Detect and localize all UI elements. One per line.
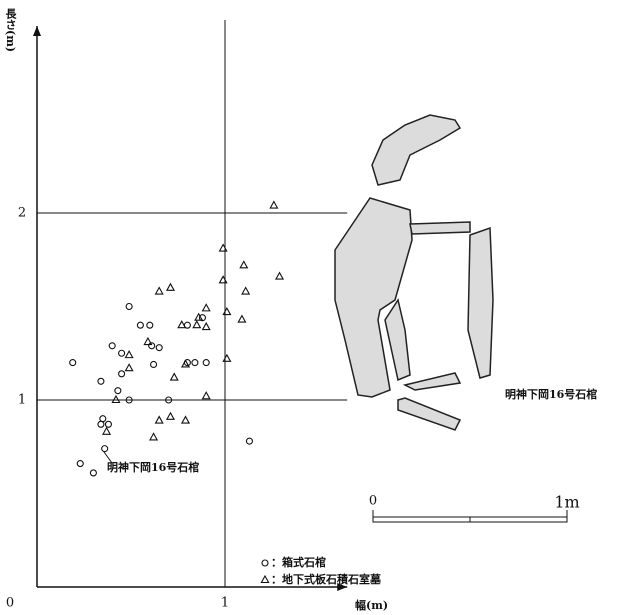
triangle-point <box>270 202 277 209</box>
circle-point <box>98 378 104 384</box>
triangle-point <box>238 316 245 323</box>
triangle-point <box>126 351 133 358</box>
y-axis-label: 長さ(m) <box>4 8 17 52</box>
stone-coffin-drawing <box>335 115 493 430</box>
triangle-point <box>126 364 133 371</box>
triangle-point <box>182 417 189 424</box>
circle-point <box>102 446 108 452</box>
triangle-point <box>220 245 227 252</box>
triangle-point <box>167 284 174 291</box>
triangle-point <box>242 288 249 295</box>
triangle-point <box>112 396 119 403</box>
circle-point <box>70 360 76 366</box>
triangle-point <box>223 308 230 315</box>
scale-label: 1m <box>554 493 579 512</box>
circle-point <box>192 360 198 366</box>
triangle-point <box>203 304 210 311</box>
annotation: 明神下岡16号石棺 <box>107 460 199 474</box>
y-tick-label: 1 <box>18 393 26 408</box>
triangle-point <box>276 273 283 280</box>
circle-point <box>147 322 153 328</box>
triangle-point <box>203 392 210 399</box>
chart: 明神下岡16号石棺 0 1m 長さ(m) 幅(m) 明神下岡16号石棺 1 2 0 1… <box>0 0 635 615</box>
triangle-point <box>156 288 163 295</box>
legend-label: ：箱式石棺 <box>271 555 326 569</box>
circle-point <box>149 343 155 349</box>
circle-point <box>203 360 209 366</box>
circle-point <box>90 470 96 476</box>
x-tick-label: 1 <box>221 596 229 611</box>
triangle-point <box>261 576 268 583</box>
triangle-point <box>240 261 247 268</box>
circle-point <box>151 361 157 367</box>
circle-point <box>137 322 143 328</box>
triangle-point <box>156 417 163 424</box>
x-tick-label: 0 <box>6 596 14 611</box>
triangle-point <box>223 355 230 362</box>
circle-point <box>262 560 268 566</box>
circle-point <box>98 421 104 427</box>
triangle-point <box>150 433 157 440</box>
drawing-label: 明神下岡16号石棺 <box>505 387 597 401</box>
circle-point <box>126 304 132 310</box>
triangle-point <box>193 321 200 328</box>
scale-bar <box>373 510 567 522</box>
triangle-point <box>167 413 174 420</box>
triangle-point <box>171 374 178 381</box>
circle-point <box>109 343 115 349</box>
circle-point <box>77 461 83 467</box>
circle-point <box>115 388 121 394</box>
circle-point <box>119 350 125 356</box>
triangle-point <box>182 360 189 367</box>
triangle-point <box>203 323 210 330</box>
triangle-point <box>103 428 110 435</box>
circle-point <box>119 371 125 377</box>
triangle-point <box>144 338 151 345</box>
circle-point <box>156 345 162 351</box>
triangle-point <box>220 276 227 283</box>
circle-point <box>105 421 111 427</box>
scale-label: 0 <box>369 494 377 509</box>
circle-point <box>246 438 252 444</box>
legend-label: ：地下式板石積石室墓 <box>271 572 382 586</box>
x-axis-label: 幅(m) <box>355 598 388 612</box>
y-axis-arrow <box>33 26 41 36</box>
y-tick-label: 2 <box>18 206 26 221</box>
